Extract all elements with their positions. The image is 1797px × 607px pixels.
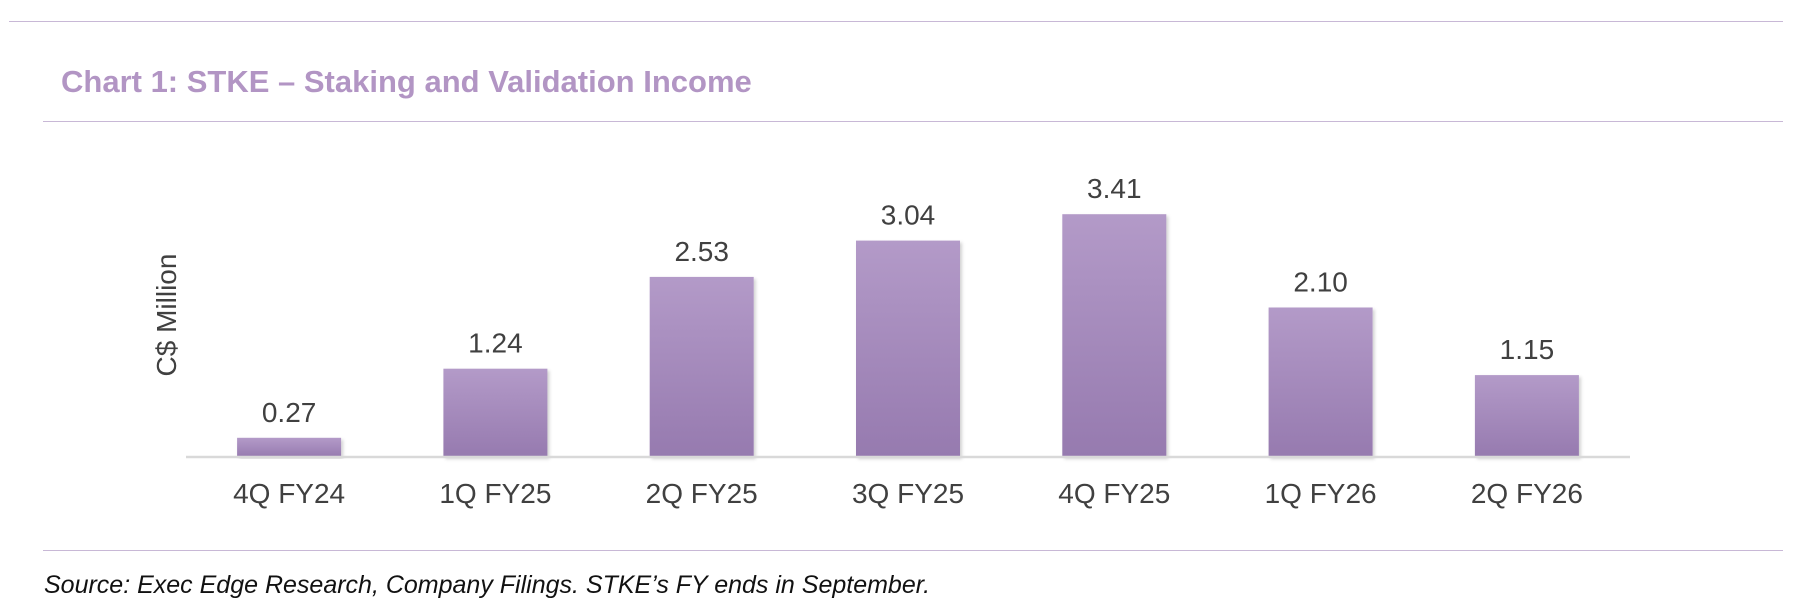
value-label-4: 3.41 — [1087, 173, 1142, 204]
bar-3 — [856, 240, 960, 457]
category-label-4: 4Q FY25 — [1058, 478, 1170, 509]
category-label-5: 1Q FY26 — [1265, 478, 1377, 509]
bar-0 — [237, 437, 342, 457]
bar-chart: C$ Million 0.27 4Q FY24 1.24 1Q FY25 2.53 2Q … — [151, 173, 1630, 509]
bar-2 — [649, 276, 754, 457]
source-note: Source: Exec Edge Research, Company Fili… — [44, 571, 931, 599]
title-rule — [43, 121, 1783, 122]
bar-5 — [1268, 307, 1373, 457]
category-label-3: 3Q FY25 — [852, 478, 964, 509]
top-rule — [9, 21, 1783, 22]
bars-layer: 0.27 4Q FY24 1.24 1Q FY25 2.53 2Q FY25 3.04 3Q … — [233, 173, 1583, 509]
category-label-2: 2Q FY25 — [646, 478, 758, 509]
chart-title: Chart 1: STKE – Staking and Validation I… — [61, 64, 752, 99]
bar-1 — [443, 368, 548, 457]
y-axis-label: C$ Million — [151, 254, 182, 377]
category-label-1: 1Q FY25 — [439, 478, 551, 509]
value-label-1: 1.24 — [468, 328, 523, 359]
category-label-6: 2Q FY26 — [1471, 478, 1583, 509]
category-label-0: 4Q FY24 — [233, 478, 345, 509]
bar-6 — [1474, 375, 1579, 457]
value-label-0: 0.27 — [262, 397, 317, 428]
value-label-3: 3.04 — [881, 200, 936, 231]
value-label-5: 2.10 — [1293, 267, 1348, 298]
value-label-6: 1.15 — [1500, 334, 1555, 365]
value-label-2: 2.53 — [674, 236, 729, 267]
bottom-rule — [43, 550, 1783, 551]
bar-4 — [1062, 214, 1167, 457]
